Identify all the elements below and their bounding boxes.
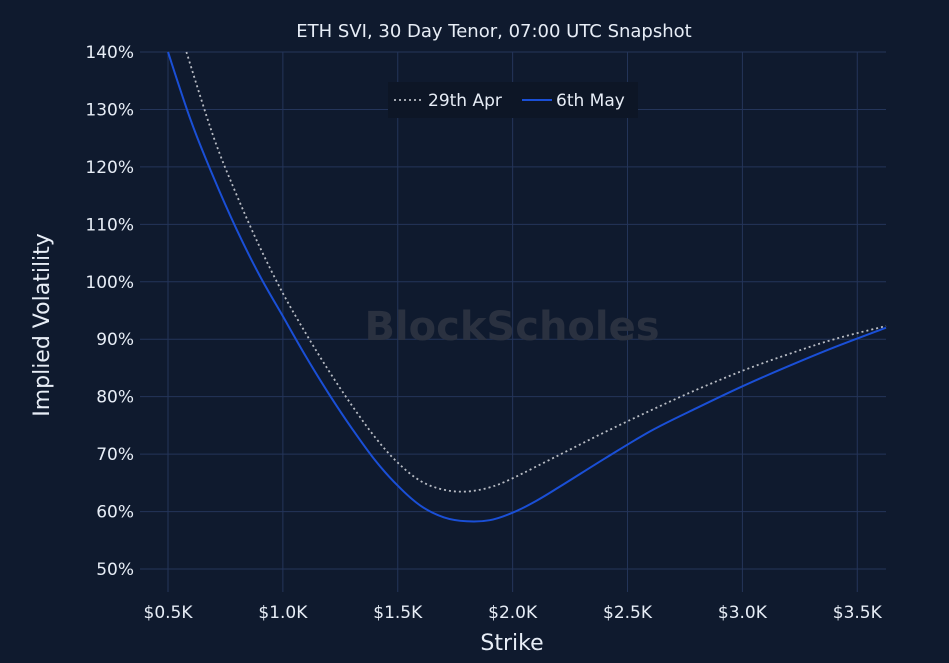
series-line-6th-may [167,51,887,523]
chart-title: ETH SVI, 30 Day Tenor, 07:00 UTC Snapsho… [296,21,691,42]
y-tick-label: 120% [85,158,134,178]
x-tick-label: $1.0K [258,603,308,623]
series-group [167,51,887,523]
x-tick-label: $1.5K [373,603,423,623]
y-axis-label: Implied Volatility [30,233,55,417]
x-tick-label: $3.5K [833,603,883,623]
x-tick-label: $0.5K [144,603,194,623]
x-tick-label: $2.5K [603,603,653,623]
y-tick-label: 130% [85,100,134,120]
legend-box [388,82,638,118]
y-tick-label: 50% [96,560,134,580]
legend-label-29th-apr: 29th Apr [428,91,502,111]
y-tick-label: 80% [96,388,134,408]
x-tick-label: $3.0K [718,603,768,623]
y-tick-label: 140% [85,43,134,63]
legend: 29th Apr 6th May [388,82,638,118]
gridlines [140,51,886,592]
x-tick-label: $2.0K [488,603,538,623]
y-tick-label: 110% [85,215,134,235]
y-tick-label: 60% [96,503,134,523]
y-tick-label: 100% [85,273,134,293]
y-tick-label: 70% [96,445,134,465]
x-axis-label: Strike [480,631,543,656]
legend-label-6th-may: 6th May [556,91,625,111]
y-tick-label: 90% [96,330,134,350]
tick-labels: $0.5K $1.0K $1.5K $2.0K $2.5K $3.0K $3.5K 50% 60… [85,43,882,623]
watermark: BlockScholes [364,304,659,350]
series-line-29th-apr [185,51,887,493]
